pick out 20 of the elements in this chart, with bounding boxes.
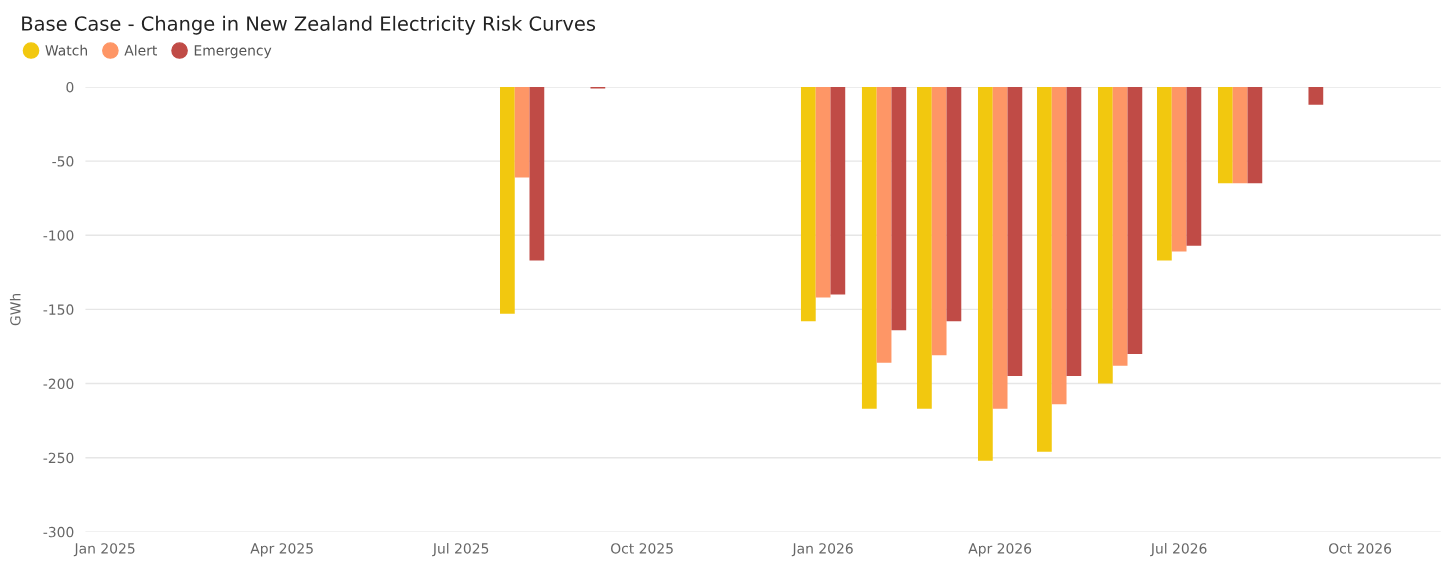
x-tick-label: Jan 2025 <box>73 543 135 557</box>
y-tick-label: -150 <box>43 304 74 315</box>
x-tick-label: Oct 2026 <box>1329 543 1392 554</box>
x-tick-label: Apr 2025 <box>250 543 313 557</box>
y-tick-label: -300 <box>43 526 74 538</box>
y-tick-label: -250 <box>43 452 74 464</box>
y-tick-label: -100 <box>43 230 74 241</box>
y-tick-label: -200 <box>43 378 74 390</box>
legend-label: Alert <box>124 44 157 56</box>
legend-label: Emergency <box>194 45 272 59</box>
x-tick-label: Jul 2026 <box>1150 542 1207 557</box>
x-tick-label: Jul 2025 <box>432 542 489 557</box>
y-tick-label: 0 <box>66 81 74 93</box>
chart-title: Base Case - Change in New Zealand Electricity Risk Curves <box>22 15 596 35</box>
y-tick-label: -50 <box>52 156 74 167</box>
x-tick-label: Apr 2026 <box>968 543 1032 557</box>
x-tick-label: Jan 2026 <box>791 543 853 557</box>
legend-label: Watch <box>45 44 87 56</box>
x-tick-label: Oct 2025 <box>611 543 673 554</box>
y-axis-title: GWh <box>9 293 21 326</box>
